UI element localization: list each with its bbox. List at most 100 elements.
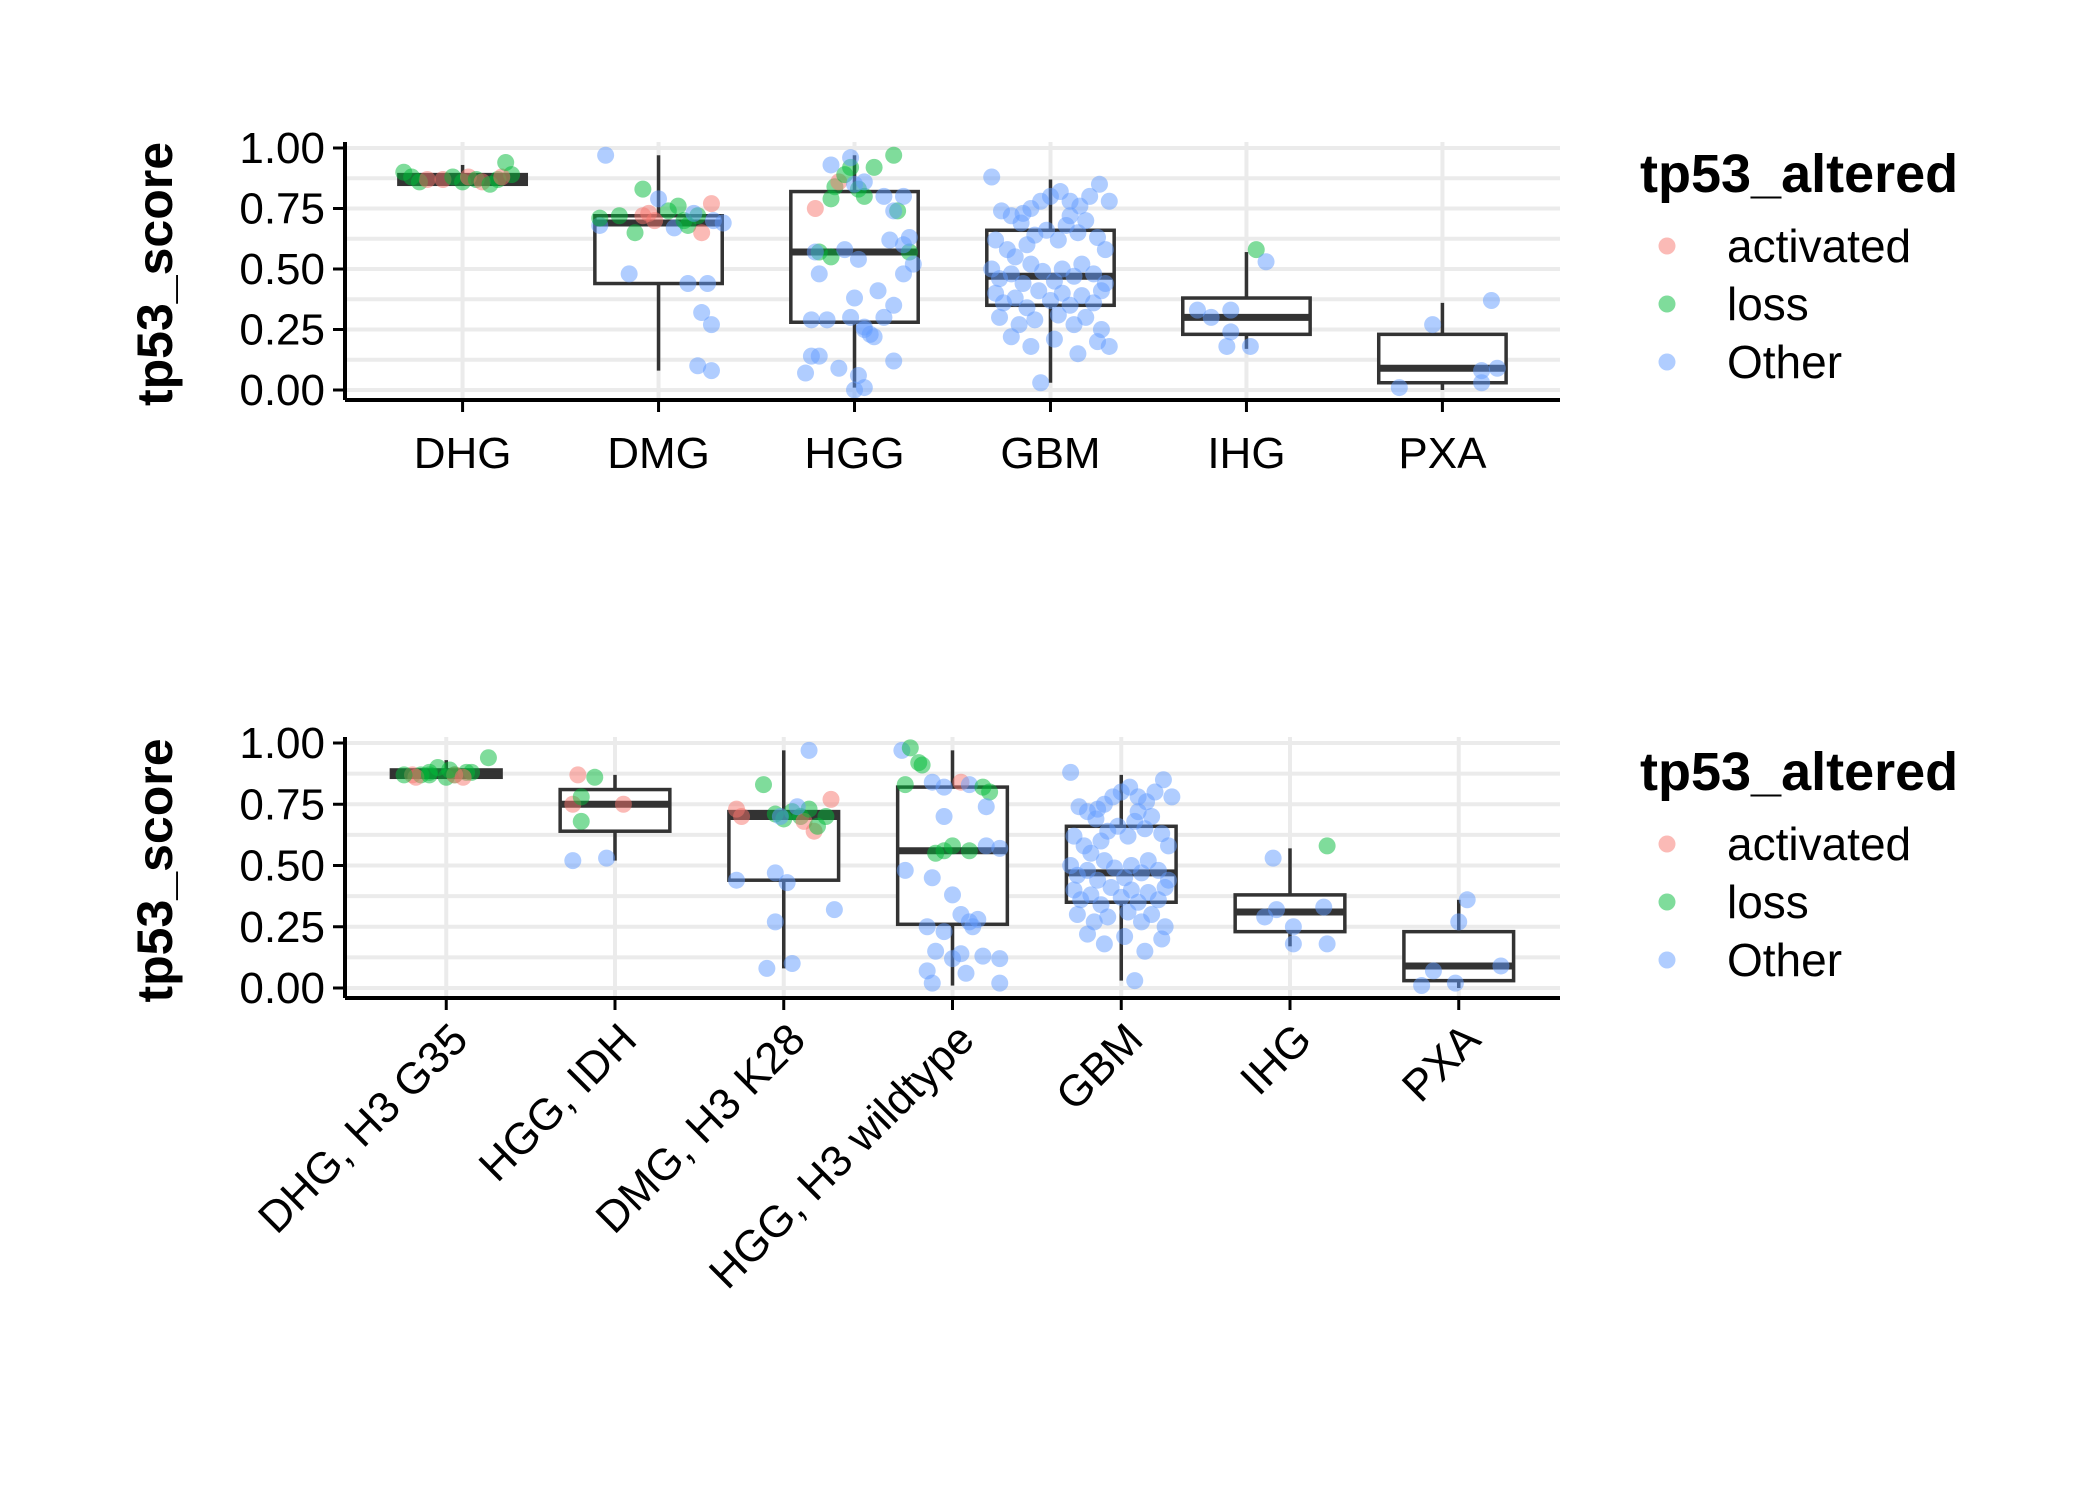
data-point	[1100, 337, 1118, 355]
data-point	[586, 768, 604, 786]
data-point	[1085, 265, 1103, 283]
data-point	[885, 352, 903, 370]
data-point	[1014, 275, 1032, 293]
data-point	[977, 837, 995, 855]
data-point	[1318, 837, 1336, 855]
data-point	[1082, 844, 1100, 862]
data-point	[1002, 328, 1020, 346]
data-point	[783, 955, 801, 972]
x-tick-label: IHG	[1231, 1014, 1321, 1104]
data-point	[1126, 972, 1144, 990]
data-point	[420, 766, 438, 784]
y-tick-label: 0.00	[239, 366, 325, 415]
data-point	[865, 158, 883, 176]
data-point	[1492, 957, 1510, 975]
legend-label-loss: loss	[1727, 278, 1809, 330]
data-point	[1119, 827, 1137, 845]
data-point	[569, 766, 587, 784]
data-point	[1482, 291, 1500, 309]
data-point	[923, 869, 941, 887]
data-point	[1089, 871, 1107, 889]
data-point	[991, 308, 1009, 326]
top-boxplot-panel: 0.00 0.25 0.50 0.75 1.00 DHG DMG HGG GBM IHG PXA tp…	[127, 124, 1560, 478]
data-point	[591, 209, 609, 227]
data-point	[620, 265, 638, 283]
data-point	[991, 950, 1009, 968]
data-point	[1143, 906, 1161, 923]
data-point	[1095, 935, 1113, 953]
data-point	[822, 790, 840, 808]
data-point	[875, 187, 893, 205]
data-point	[454, 768, 472, 786]
data-point	[1026, 311, 1044, 329]
data-point	[1069, 345, 1087, 363]
data-point	[693, 304, 711, 322]
y-tick-label: 1.00	[239, 719, 325, 768]
data-point	[1268, 901, 1285, 919]
y-tick-label: 0.25	[239, 306, 325, 355]
data-point	[1450, 913, 1468, 931]
data-point	[1153, 930, 1171, 948]
data-point	[1222, 323, 1240, 341]
data-point	[1061, 207, 1079, 225]
x-tick-label: DHG	[414, 429, 512, 478]
legend-key-activated	[1658, 835, 1676, 853]
data-point	[836, 241, 854, 259]
legend-label-activated: activated	[1727, 818, 1911, 870]
data-point	[1424, 962, 1442, 980]
y-tick-label: 0.25	[239, 903, 325, 952]
data-point	[960, 776, 978, 794]
data-point	[1079, 925, 1096, 943]
data-point	[598, 849, 616, 867]
data-point	[1160, 837, 1177, 855]
data-point	[1100, 192, 1118, 210]
data-point	[1092, 282, 1110, 300]
y-axis-title: tp53_score	[127, 142, 183, 406]
data-point	[479, 749, 497, 767]
data-point	[881, 231, 899, 249]
data-point	[758, 959, 776, 977]
x-tick-label: DHG, H3 G35	[249, 1014, 477, 1242]
data-point	[1073, 255, 1091, 273]
data-point	[441, 761, 459, 779]
data-point	[1458, 891, 1476, 909]
legend-key-other	[1658, 353, 1676, 371]
x-tick-label: HGG	[804, 429, 904, 478]
data-point	[865, 328, 883, 346]
data-point	[702, 316, 720, 334]
data-point	[987, 231, 1005, 249]
legend-key-loss	[1658, 893, 1676, 911]
data-point	[1061, 296, 1079, 314]
data-point	[957, 964, 975, 982]
data-point	[699, 275, 717, 293]
data-point	[885, 146, 903, 164]
data-point	[1188, 301, 1206, 319]
data-point	[395, 766, 413, 784]
data-point	[969, 910, 987, 928]
data-point	[1096, 241, 1114, 259]
data-point	[728, 871, 745, 889]
y-tick-label: 0.75	[239, 185, 325, 234]
x-tick-label: PXA	[1393, 1014, 1490, 1111]
data-point	[904, 255, 922, 273]
data-point	[1413, 977, 1431, 995]
data-point	[1049, 306, 1067, 324]
data-point	[1032, 374, 1050, 392]
data-point	[702, 362, 720, 380]
data-point	[1318, 935, 1336, 953]
data-point	[778, 874, 796, 892]
data-point	[797, 364, 815, 382]
data-point	[846, 381, 864, 399]
data-point	[597, 146, 615, 164]
data-point	[927, 942, 945, 960]
data-point	[714, 214, 732, 232]
data-point	[896, 776, 914, 794]
data-point	[900, 229, 918, 247]
data-point	[1049, 231, 1067, 249]
data-point	[1119, 903, 1137, 921]
data-point	[960, 842, 978, 860]
y-tick-label: 0.50	[239, 245, 325, 294]
legend-title: tp53_altered	[1640, 144, 1958, 204]
